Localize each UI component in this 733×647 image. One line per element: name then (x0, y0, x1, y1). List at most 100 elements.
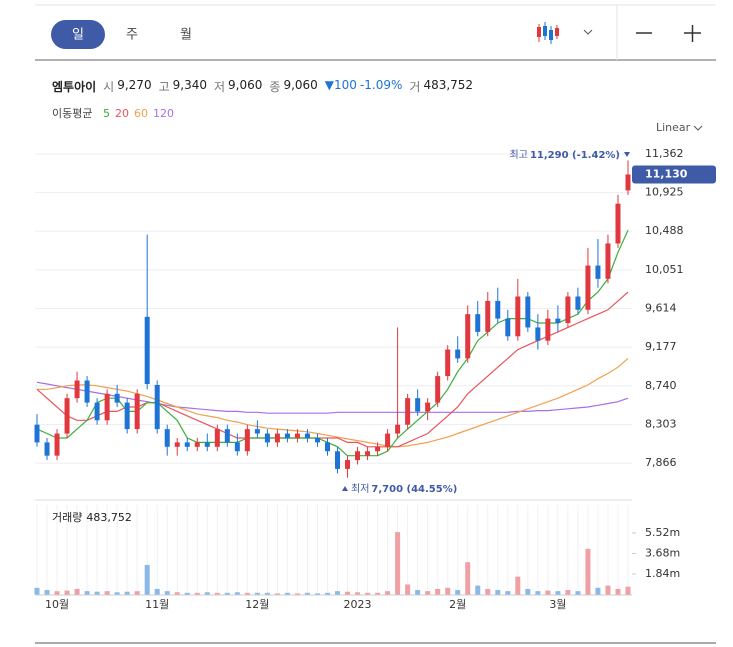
candle-body (214, 429, 220, 447)
chart-type-button[interactable] (537, 22, 593, 44)
candle-body (385, 433, 391, 447)
candle-body (495, 300, 501, 319)
volume-title: 거래량 (52, 511, 82, 524)
volume-bar (515, 576, 521, 595)
y-tick-label: 1.84m (645, 567, 680, 580)
candle-body (194, 442, 200, 447)
candle-body (355, 451, 361, 461)
volume-bar (284, 592, 290, 595)
volume-bar (395, 532, 401, 595)
volume-bar (355, 592, 361, 595)
y-tick-label: 10,051 (645, 263, 684, 276)
volume-bar (385, 591, 391, 595)
volume-bar (254, 592, 260, 595)
tab-month[interactable]: 월 (180, 28, 192, 43)
volume-bar (585, 548, 591, 595)
volume-bar (94, 591, 100, 595)
candle-body (565, 296, 571, 324)
min-annotation-label: 최저 (351, 483, 369, 495)
volume-bar (174, 592, 180, 595)
volume-bar (495, 590, 501, 595)
candle-body (445, 349, 451, 377)
volume-bar (74, 588, 80, 595)
volume-bar (194, 592, 200, 595)
candle-body (525, 296, 531, 328)
candle-body (164, 429, 170, 447)
high: 9,340 (172, 78, 207, 92)
volume-bar (575, 591, 581, 595)
scale-label[interactable]: Linear (656, 121, 691, 134)
volume-bar (294, 593, 300, 595)
x-tick-label: 12월 (245, 598, 269, 611)
y-tick-label: 9,614 (645, 302, 677, 315)
volume-bar (54, 591, 60, 595)
volume-bar (425, 591, 431, 595)
candle-body (415, 398, 421, 412)
volume-bar (625, 586, 631, 595)
y-tick-label: 7,866 (645, 456, 677, 469)
volume-bar (304, 592, 310, 595)
candle-body (74, 380, 80, 399)
volume-bar (475, 585, 481, 595)
last-price-box (632, 165, 716, 184)
candle-body (154, 384, 160, 430)
volume-bar (505, 591, 511, 595)
low: 9,060 (228, 78, 263, 92)
volume-bar (314, 593, 320, 595)
volume-bar (535, 591, 541, 595)
volume-bar (405, 584, 411, 595)
volume: 483,752 (423, 78, 474, 92)
volume-bar (555, 591, 561, 595)
volume-bar (214, 592, 220, 595)
volume-bar (595, 587, 601, 595)
candle-body (114, 393, 120, 403)
candle-body (134, 393, 140, 430)
y-tick-label: 11,362 (645, 147, 684, 160)
y-tick-label: 3.68m (645, 546, 680, 559)
volume-bar (615, 588, 621, 595)
volume-bar (545, 590, 551, 595)
volume-bar (184, 592, 190, 595)
tab-active[interactable] (51, 20, 105, 49)
volume-bar (164, 591, 170, 595)
candle-body (254, 429, 260, 434)
candle-body (314, 437, 320, 443)
open-label: 시 (103, 80, 115, 94)
tab-week[interactable]: 주 (126, 28, 138, 43)
y-tick-label: 9,177 (645, 340, 677, 353)
candle-body (515, 296, 521, 337)
candle-body (104, 393, 110, 421)
volume-bar (485, 588, 491, 595)
volume-bar (324, 592, 330, 595)
candle-body (595, 265, 601, 279)
candle-body (294, 433, 300, 438)
candle-body (184, 442, 190, 447)
x-tick-label: 10월 (45, 598, 69, 611)
candle-body (94, 402, 100, 421)
min-marker (342, 486, 348, 491)
volume-bar (154, 588, 160, 595)
volume-bar (204, 592, 210, 595)
volume-bar (274, 593, 280, 595)
max-marker (624, 152, 630, 157)
y-tick-label: 5.52m (645, 526, 680, 539)
volume-bar (234, 592, 240, 595)
volume-bar (114, 592, 120, 595)
candle-body (34, 424, 40, 443)
candle-body (545, 318, 551, 341)
volume-bar (104, 591, 110, 595)
tab-day[interactable]: 일 (72, 28, 84, 43)
volume-bar (565, 590, 571, 595)
zoom-in[interactable] (684, 25, 701, 42)
candle-body (144, 316, 150, 385)
candle-body (345, 460, 351, 469)
close-label: 종 (269, 80, 281, 94)
candle-body (244, 429, 250, 452)
candle-body (324, 442, 330, 452)
scale-toggle[interactable]: Linear (656, 121, 703, 134)
volume-bar (445, 587, 451, 595)
volume-bar (64, 590, 70, 595)
quote-info: 엠투아이 시 9,270 고 9,340 저 9,060 종 9,060 ▼100 -1.… (52, 78, 473, 95)
